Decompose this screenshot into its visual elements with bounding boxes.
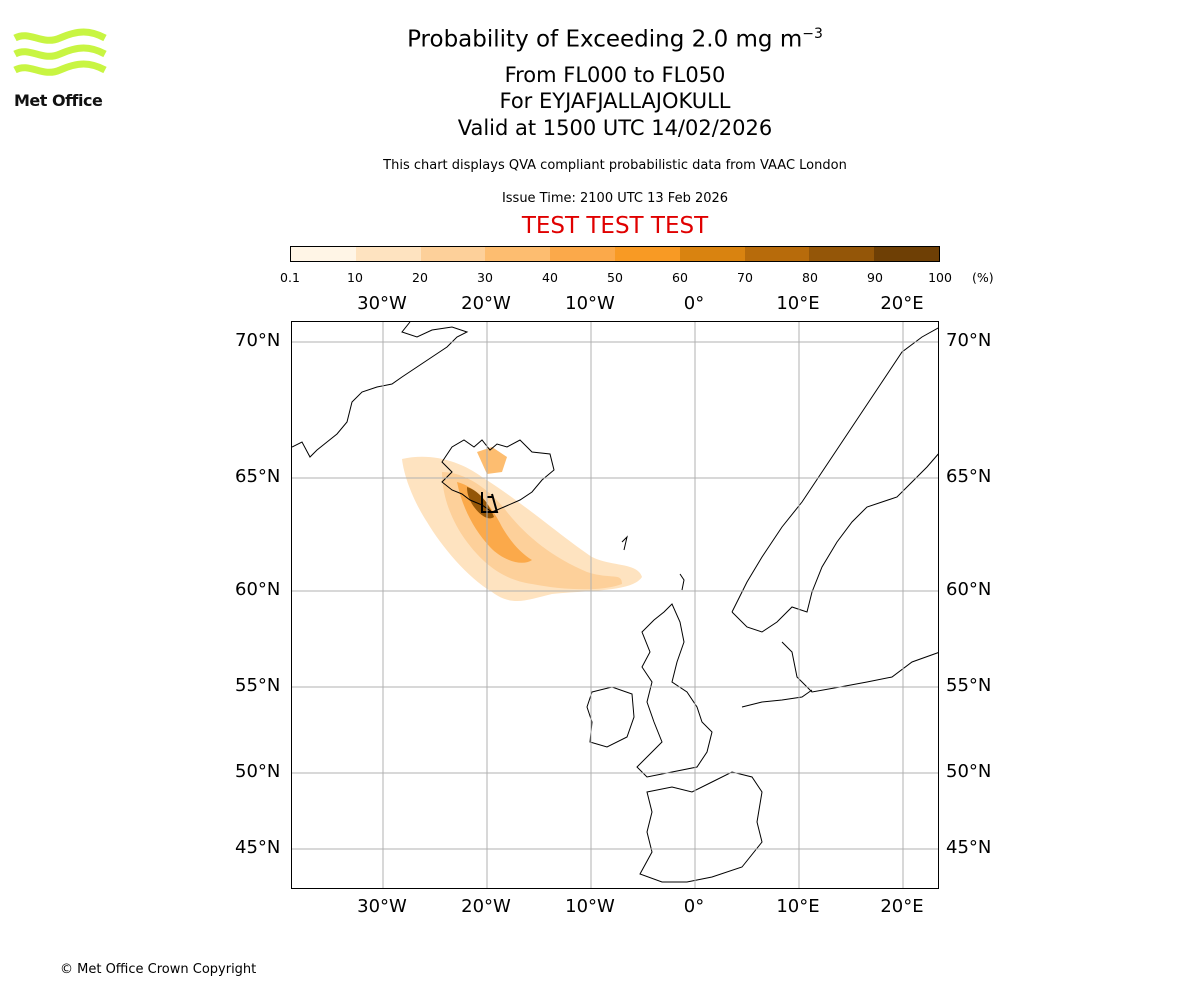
colorbar-tick-label: 10 xyxy=(347,270,363,285)
colorbar-tick-label: 100 xyxy=(928,270,952,285)
lat-label-left: 55°N xyxy=(235,675,281,696)
coastlines xyxy=(292,322,938,883)
lat-label-right: 65°N xyxy=(946,466,992,487)
volcano-name: For EYJAFJALLAJOKULL xyxy=(499,89,731,113)
lon-label-top: 0° xyxy=(683,293,705,314)
map-canvas xyxy=(292,322,938,888)
great-britain-coast xyxy=(636,603,713,778)
colorbar-tick-label: 60 xyxy=(672,270,688,285)
plume-band-40 xyxy=(477,447,507,474)
colorbar-tick-label: 30 xyxy=(477,270,493,285)
lat-label-left: 70°N xyxy=(235,330,281,351)
colorbar-segment xyxy=(744,247,810,261)
test-banner: TEST TEST TEST xyxy=(521,213,709,239)
colorbar-segment xyxy=(291,247,356,261)
valid-time: Valid at 1500 UTC 14/02/2026 xyxy=(457,116,773,140)
map-panel[interactable] xyxy=(291,321,939,889)
colorbar-tick-label: 70 xyxy=(737,270,753,285)
lon-label-top: 10°E xyxy=(776,293,820,314)
lon-label-bottom: 10°E xyxy=(776,896,820,917)
colorbar-unit: (%) xyxy=(972,270,994,285)
lat-label-left: 50°N xyxy=(235,761,281,782)
colorbar-segment xyxy=(809,247,875,261)
lon-label-top: 30°W xyxy=(357,293,407,314)
lat-label-left: 60°N xyxy=(235,579,281,600)
lat-label-right: 45°N xyxy=(946,837,992,858)
lat-label-right: 50°N xyxy=(946,761,992,782)
lat-label-right: 55°N xyxy=(946,675,992,696)
lon-label-bottom: 30°W xyxy=(357,896,407,917)
met-office-logo xyxy=(13,28,107,76)
lon-label-bottom: 20°E xyxy=(880,896,924,917)
lat-label-right: 60°N xyxy=(946,579,992,600)
gridlines xyxy=(292,322,938,888)
colorbar-segment xyxy=(550,247,615,261)
ireland-coast xyxy=(586,686,635,748)
lat-label-left: 45°N xyxy=(235,837,281,858)
flight-level-range: From FL000 to FL050 xyxy=(504,63,726,87)
lon-label-top: 20°W xyxy=(461,293,511,314)
colorbar-segment xyxy=(679,247,745,261)
colorbar-tick-label: 0.1 xyxy=(280,270,300,285)
lon-label-bottom: 10°W xyxy=(565,896,615,917)
lon-label-top: 10°W xyxy=(565,293,615,314)
chart-subtitle: This chart displays QVA compliant probab… xyxy=(383,158,847,173)
france-coast xyxy=(639,771,763,883)
issue-time: Issue Time: 2100 UTC 13 Feb 2026 xyxy=(501,191,729,206)
ash-plume xyxy=(402,447,642,601)
iceland-coast xyxy=(441,439,555,513)
lon-label-top: 20°E xyxy=(880,293,924,314)
lat-label-left: 65°N xyxy=(235,466,281,487)
colorbar-segment xyxy=(355,247,421,261)
colorbar-segment xyxy=(614,247,680,261)
met-office-logo-text: Met Office xyxy=(14,91,103,110)
lat-label-right: 70°N xyxy=(946,330,992,351)
colorbar-segment xyxy=(420,247,486,261)
chart-title: Probability of Exceeding 2.0 mg m−3 xyxy=(407,26,823,53)
colorbar-tick-label: 80 xyxy=(802,270,818,285)
colorbar-segment xyxy=(874,247,939,261)
copyright-notice: © Met Office Crown Copyright xyxy=(60,962,257,977)
lon-label-bottom: 20°W xyxy=(461,896,511,917)
logo-waves-icon xyxy=(13,28,107,76)
colorbar-segment xyxy=(485,247,551,261)
colorbar-tick-label: 20 xyxy=(412,270,428,285)
volcano-marker-icon xyxy=(481,492,499,513)
colorbar-tick-label: 40 xyxy=(542,270,558,285)
colorbar xyxy=(290,246,940,262)
colorbar-tick-label: 50 xyxy=(607,270,623,285)
lon-label-bottom: 0° xyxy=(683,896,705,917)
colorbar-tick-label: 90 xyxy=(867,270,883,285)
